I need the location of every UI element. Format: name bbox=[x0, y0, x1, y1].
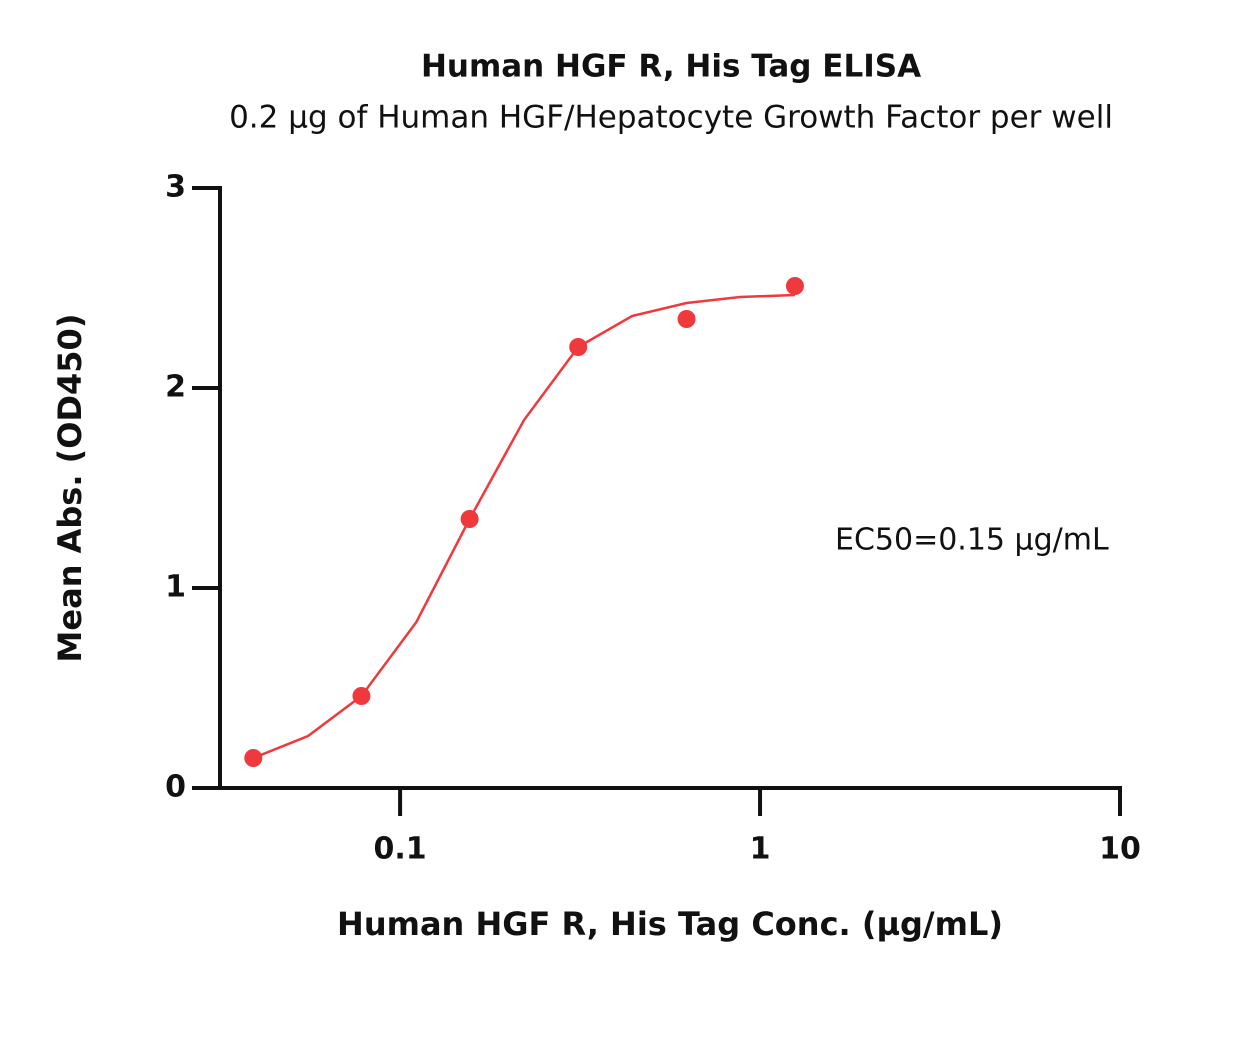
x-tick-label: 10 bbox=[1099, 832, 1141, 867]
data-point bbox=[569, 338, 588, 356]
y-tick-label: 2 bbox=[165, 370, 186, 405]
fit-curve bbox=[252, 293, 795, 760]
data-point bbox=[460, 510, 479, 528]
data-point bbox=[677, 310, 696, 328]
chart-title: Human HGF R, His Tag ELISA bbox=[421, 49, 921, 85]
x-axis-label: Human HGF R, His Tag Conc. (µg/mL) bbox=[337, 905, 1003, 943]
x-tick-label: 0.1 bbox=[374, 832, 427, 867]
y-axis-label: Mean Abs. (OD450) bbox=[51, 314, 89, 663]
data-point bbox=[244, 749, 263, 767]
data-point bbox=[785, 277, 804, 295]
y-tick-label: 3 bbox=[165, 170, 186, 205]
y-tick-label: 1 bbox=[165, 570, 186, 605]
y-tick-label: 0 bbox=[165, 770, 186, 805]
x-tick-label: 1 bbox=[750, 832, 771, 867]
data-point bbox=[352, 687, 371, 705]
chart-subtitle: 0.2 µg of Human HGF/Hepatocyte Growth Fa… bbox=[229, 100, 1113, 136]
annotation: EC50=0.15 µg/mL bbox=[835, 523, 1109, 558]
